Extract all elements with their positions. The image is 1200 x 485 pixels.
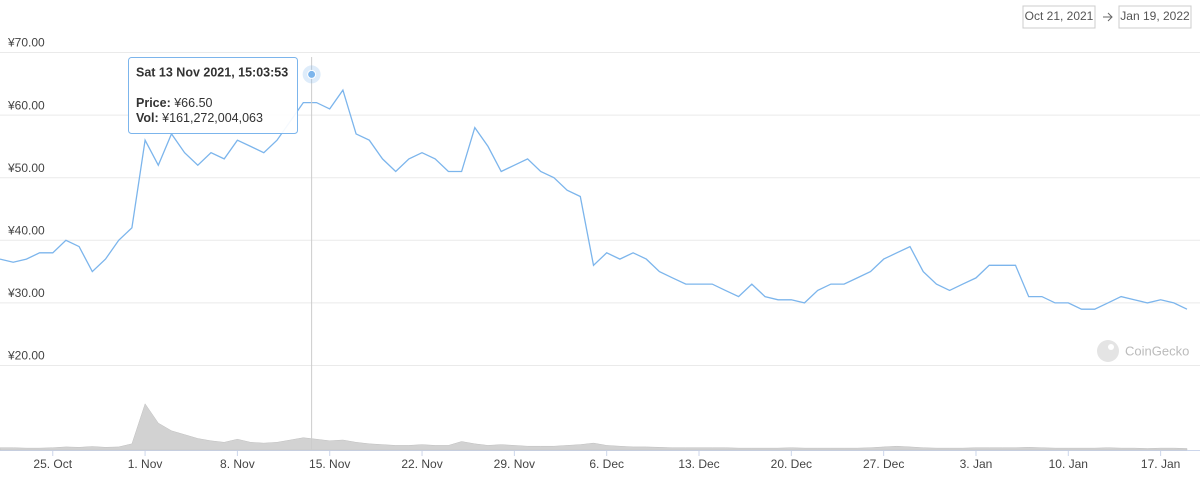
price-line [0, 88, 1188, 310]
x-tick-label: 13. Dec [678, 457, 719, 471]
x-tick-label: 29. Nov [494, 457, 535, 471]
y-tick-label: ¥30.00 [7, 286, 45, 300]
x-tick-label: 20. Dec [771, 457, 812, 471]
range-to-box[interactable] [1118, 5, 1192, 29]
x-tick-label: 6. Dec [589, 457, 624, 471]
tooltip-volume-value: ¥161,272,004,063 [161, 111, 263, 125]
x-tick-label: 27. Dec [863, 457, 904, 471]
range-from[interactable]: Oct 21, 2021 [1025, 9, 1094, 23]
y-tick-label: ¥70.00 [7, 36, 45, 50]
y-tick-label: ¥50.00 [7, 161, 45, 175]
credit: CoinGecko [1125, 343, 1189, 358]
x-tick-label: 22. Nov [401, 457, 442, 471]
hover-point [307, 69, 317, 79]
range-arrow [1103, 12, 1113, 22]
range-from-box[interactable] [1022, 5, 1096, 29]
tooltip-price: Price: ¥66.50 [136, 96, 213, 110]
range-to[interactable]: Jan 19, 2022 [1120, 9, 1190, 23]
credit-logo [1097, 340, 1119, 362]
y-tick-label: ¥20.00 [7, 349, 45, 363]
y-tick-label: ¥40.00 [7, 223, 45, 237]
volume-area [0, 403, 1188, 451]
tooltip-box [128, 57, 298, 134]
tooltip-price-value: ¥66.50 [173, 96, 212, 110]
x-tick-label: 25. Oct [33, 457, 72, 471]
tooltip-price-label: Price: [136, 96, 171, 110]
y-tick-label: ¥60.00 [7, 98, 45, 112]
tooltip-volume: Vol: ¥161,272,004,063 [136, 111, 263, 125]
x-tick-label: 10. Jan [1049, 457, 1088, 471]
tooltip-title: Sat 13 Nov 2021, 15:03:53 [136, 65, 288, 79]
x-tick-label: 15. Nov [309, 457, 350, 471]
x-tick-label: 3. Jan [960, 457, 993, 471]
x-tick-label: 1. Nov [128, 457, 163, 471]
tooltip-volume-label: Vol: [136, 111, 159, 125]
x-tick-label: 8. Nov [220, 457, 255, 471]
x-tick-label: 17. Jan [1141, 457, 1180, 471]
